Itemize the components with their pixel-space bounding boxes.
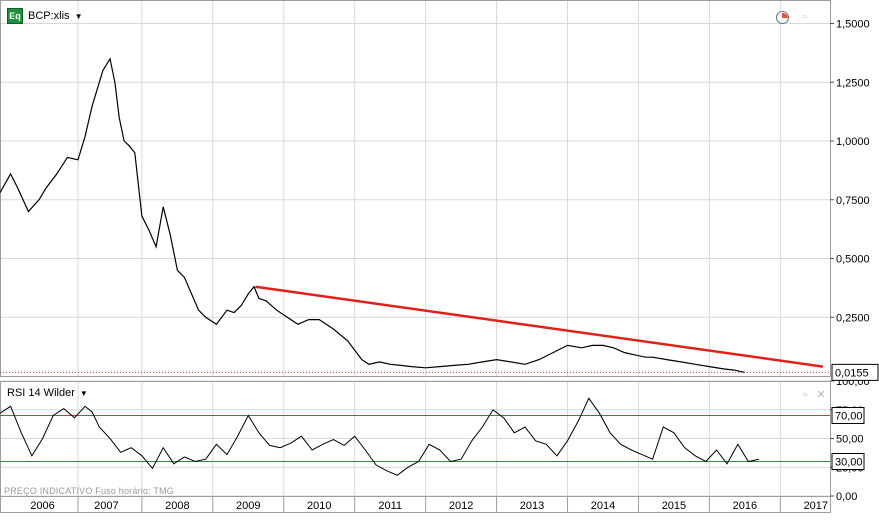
footer-timezone: Fuso horário: TMG xyxy=(95,486,175,496)
red-trendline xyxy=(255,285,824,368)
x-tick-label: 2014 xyxy=(591,500,615,512)
price-tick-label: 0,5000 xyxy=(836,254,870,266)
x-tick-label: 2011 xyxy=(378,500,402,512)
price-y-axis: 0,2500 0,5000 0,7500 1,0000 1,2500 1,5000 xyxy=(830,19,870,324)
price-tick-label: 1,5000 xyxy=(836,19,870,31)
x-tick-label: 2016 xyxy=(733,500,757,512)
price-tick-label: 0,2500 xyxy=(836,312,870,324)
frames xyxy=(0,0,831,513)
chevron-down-icon[interactable]: ▼ xyxy=(74,11,83,21)
rsi-line xyxy=(0,397,760,476)
rsi-indicator-selector[interactable]: RSI 14 Wilder ▼ xyxy=(7,387,88,399)
x-tick-label: 2012 xyxy=(449,500,473,512)
rsi-title: RSI 14 Wilder xyxy=(7,387,75,399)
rsi-reference-lines: 70,00 30,00 xyxy=(0,407,865,470)
price-tick-label: 0,7500 xyxy=(836,195,870,207)
last-value-box xyxy=(831,363,879,381)
price-line xyxy=(0,57,746,373)
last-value-label: 0,0155 xyxy=(835,367,869,379)
x-axis: 2006 2007 2008 2009 2010 2011 2012 2013 2014 2015… xyxy=(30,497,828,513)
rsi-reference-box xyxy=(831,453,865,470)
rsi-tick-label: 50,00 xyxy=(836,434,864,446)
x-tick-label: 2008 xyxy=(165,500,189,512)
maximize-icon[interactable]: ▫ xyxy=(803,11,807,23)
close-icon[interactable]: ✕ xyxy=(816,389,826,401)
clock-icon[interactable] xyxy=(776,11,789,24)
x-tick-label: 2007 xyxy=(94,500,118,512)
ticker-label: BCP:xlis xyxy=(28,10,70,22)
x-tick-label: 2015 xyxy=(662,500,686,512)
equity-icon: Eq xyxy=(7,8,23,24)
rsi-reference-label: 70,00 xyxy=(835,411,863,423)
price-series xyxy=(0,57,746,373)
last-value-layer: 0,0155 xyxy=(0,363,879,381)
chevron-down-icon[interactable]: ▼ xyxy=(79,388,88,398)
x-tick-label: 2010 xyxy=(307,500,331,512)
maximize-icon[interactable]: ▫ xyxy=(803,389,807,401)
price-tick-label: 1,0000 xyxy=(836,136,870,148)
rsi-reference-box xyxy=(831,407,865,424)
footer-note: PREÇO INDICATIVO Fuso horário: TMG xyxy=(4,486,174,496)
rsi-reference-label: 30,00 xyxy=(835,457,863,469)
x-axis-frame xyxy=(0,496,831,513)
trendline-layer xyxy=(255,285,824,368)
x-tick-label: 2017 xyxy=(804,500,828,512)
rsi-grid xyxy=(0,380,830,497)
price-panel-frame xyxy=(0,0,831,377)
ticker-selector[interactable]: Eq BCP:xlis ▼ xyxy=(7,8,82,24)
x-tick-label: 2006 xyxy=(30,500,54,512)
rsi-series xyxy=(0,397,760,476)
price-grid xyxy=(0,0,830,376)
x-tick-label: 2013 xyxy=(520,500,544,512)
footer-indicative: PREÇO INDICATIVO xyxy=(4,486,93,496)
x-tick-label: 2009 xyxy=(236,500,260,512)
price-tick-label: 1,2500 xyxy=(836,77,870,89)
rsi-tick-label: 0,00 xyxy=(836,491,857,503)
